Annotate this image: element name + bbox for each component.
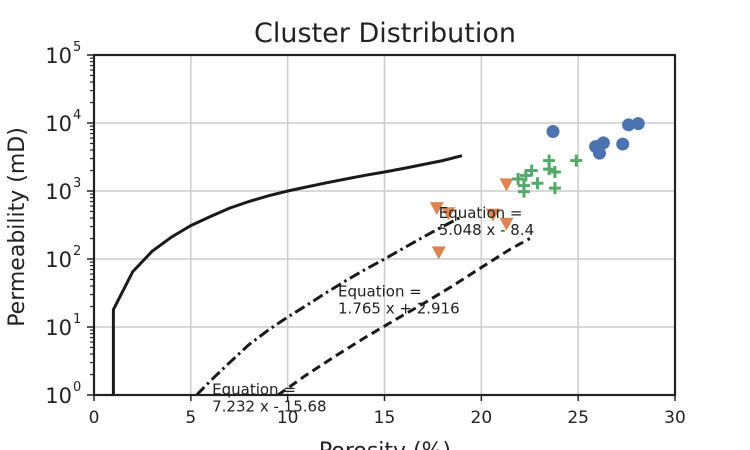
y-tick-exponent: 0 bbox=[73, 380, 81, 395]
cluster-point-circle bbox=[616, 137, 630, 151]
cluster-point-triangle bbox=[485, 208, 500, 222]
grid bbox=[93, 54, 676, 396]
y-tick-label: 10 bbox=[45, 112, 72, 136]
cluster-point-circle bbox=[546, 124, 560, 138]
chart-title: Cluster Distribution bbox=[254, 18, 516, 49]
y-tick-exponent: 5 bbox=[73, 40, 81, 55]
cluster-point-triangle bbox=[499, 178, 514, 192]
equation-line: 7.232 x - 15.68 bbox=[212, 397, 326, 415]
cluster-point-plus bbox=[531, 177, 544, 190]
x-axis-label: Porosity (%) bbox=[319, 439, 451, 450]
x-tick-label: 15 bbox=[374, 408, 396, 428]
trend-curve-dashdot bbox=[195, 215, 463, 397]
y-tick-base: 10 bbox=[45, 316, 72, 340]
cluster-point-circle bbox=[631, 117, 645, 131]
data-points bbox=[429, 117, 645, 260]
y-tick-exponent: 1 bbox=[73, 312, 81, 327]
y-tick-base: 10 bbox=[45, 180, 72, 204]
y-tick-base: 10 bbox=[45, 384, 72, 408]
equation-line: Equation = bbox=[338, 283, 422, 301]
x-tick-label: 30 bbox=[664, 408, 686, 428]
y-tick-exponent: 4 bbox=[73, 108, 81, 123]
cluster-point-plus bbox=[570, 154, 583, 167]
equation-annotation: Equation =5.048 x - 8.4 bbox=[439, 204, 534, 239]
y-tick-label: 10 bbox=[45, 248, 72, 272]
y-tick-base: 10 bbox=[45, 112, 72, 136]
y-tick-exponent: 2 bbox=[73, 244, 81, 259]
y-tick-base: 10 bbox=[45, 44, 72, 68]
trend-curve-dashed bbox=[277, 237, 531, 397]
cluster-point-triangle bbox=[429, 202, 444, 216]
trend-curve-solid bbox=[111, 154, 463, 395]
cluster-point-circle bbox=[622, 118, 636, 132]
y-tick-base: 10 bbox=[45, 248, 72, 272]
cluster-point-triangle bbox=[431, 246, 446, 260]
x-tick-label: 5 bbox=[185, 408, 196, 428]
equation-line: 1.765 x + 2.916 bbox=[338, 300, 460, 318]
cluster-point-plus bbox=[517, 185, 530, 198]
y-tick-label: 10 bbox=[45, 44, 72, 68]
cluster-point-triangle bbox=[499, 217, 514, 231]
x-tick-label: 25 bbox=[567, 408, 589, 428]
cluster-point-circle bbox=[596, 136, 610, 150]
x-tick-label: 20 bbox=[471, 408, 493, 428]
y-tick-exponent: 3 bbox=[73, 176, 81, 191]
y-tick-label: 10 bbox=[45, 180, 72, 204]
cluster-point-plus bbox=[548, 166, 561, 179]
trend-curves bbox=[111, 154, 531, 397]
cluster-point-triangle bbox=[441, 207, 456, 221]
x-tick-label: 10 bbox=[277, 408, 299, 428]
cluster-point-plus bbox=[512, 173, 525, 186]
y-tick-label: 10 bbox=[45, 384, 72, 408]
y-axis-label: Permeability (mD) bbox=[5, 127, 30, 327]
equation-annotation: Equation =1.765 x + 2.916 bbox=[338, 283, 460, 318]
cluster-point-circle bbox=[592, 146, 606, 160]
equation-annotation: Equation =7.232 x - 15.68 bbox=[212, 380, 326, 415]
equation-line: 5.048 x - 8.4 bbox=[439, 221, 534, 239]
cluster-point-plus bbox=[525, 164, 538, 177]
cluster-point-plus bbox=[548, 182, 561, 195]
y-tick-label: 10 bbox=[45, 316, 72, 340]
x-tick-label: 0 bbox=[89, 408, 100, 428]
equation-line: Equation = bbox=[439, 204, 523, 222]
